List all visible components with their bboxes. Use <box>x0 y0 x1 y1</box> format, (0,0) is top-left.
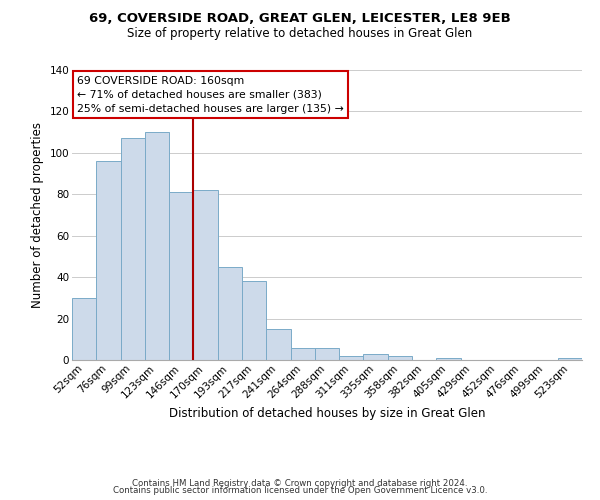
Bar <box>436 358 461 360</box>
Bar <box>242 282 266 360</box>
Bar <box>339 356 364 360</box>
Bar <box>364 354 388 360</box>
Bar <box>315 348 339 360</box>
Bar <box>193 190 218 360</box>
Bar <box>72 298 96 360</box>
Bar <box>121 138 145 360</box>
Text: Contains public sector information licensed under the Open Government Licence v3: Contains public sector information licen… <box>113 486 487 495</box>
Text: Contains HM Land Registry data © Crown copyright and database right 2024.: Contains HM Land Registry data © Crown c… <box>132 478 468 488</box>
Bar <box>169 192 193 360</box>
Bar <box>290 348 315 360</box>
Y-axis label: Number of detached properties: Number of detached properties <box>31 122 44 308</box>
Text: Size of property relative to detached houses in Great Glen: Size of property relative to detached ho… <box>127 28 473 40</box>
Bar <box>558 358 582 360</box>
Bar <box>145 132 169 360</box>
Bar <box>266 329 290 360</box>
Text: 69 COVERSIDE ROAD: 160sqm
← 71% of detached houses are smaller (383)
25% of semi: 69 COVERSIDE ROAD: 160sqm ← 71% of detac… <box>77 76 344 114</box>
Bar <box>218 267 242 360</box>
Text: 69, COVERSIDE ROAD, GREAT GLEN, LEICESTER, LE8 9EB: 69, COVERSIDE ROAD, GREAT GLEN, LEICESTE… <box>89 12 511 26</box>
Bar <box>388 356 412 360</box>
Bar <box>96 161 121 360</box>
X-axis label: Distribution of detached houses by size in Great Glen: Distribution of detached houses by size … <box>169 406 485 420</box>
